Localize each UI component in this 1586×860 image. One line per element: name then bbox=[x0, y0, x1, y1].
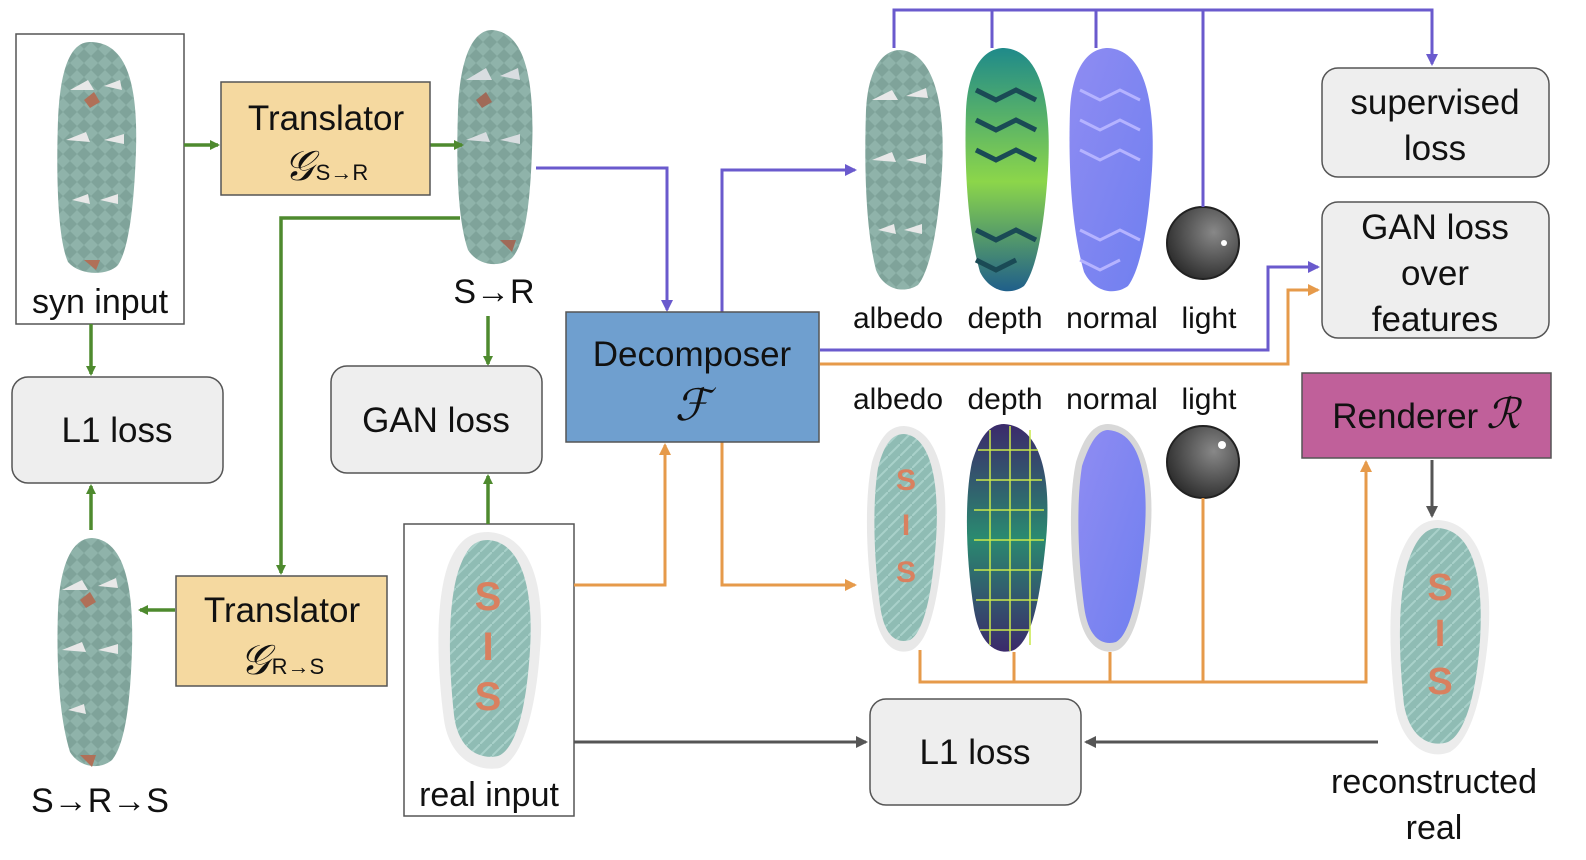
svg-text:S: S bbox=[475, 575, 502, 619]
translator-sr-box: Translator 𝒢S→R bbox=[220, 81, 431, 196]
top-light-label: light bbox=[1181, 302, 1237, 335]
gan-features-line2: over bbox=[1401, 254, 1469, 293]
bottom-normal-label: normal bbox=[1066, 383, 1158, 416]
syn-input-shoe bbox=[57, 42, 137, 273]
l1-loss-left-box: L1 loss bbox=[11, 376, 224, 484]
arrow-sr-to-translator-rs bbox=[276, 216, 460, 575]
arrow-sr-to-decomposer bbox=[536, 166, 673, 312]
reconstructed-label-line2: real bbox=[1406, 809, 1463, 847]
gan-loss-box: GAN loss bbox=[330, 365, 543, 474]
light-bottom-ball bbox=[1166, 425, 1240, 499]
svg-text:S: S bbox=[1427, 661, 1452, 703]
s-to-r-to-s-shoe bbox=[57, 538, 133, 767]
line-bottom-components-bus bbox=[918, 460, 1372, 684]
svg-text:S: S bbox=[896, 556, 916, 589]
reconstructed-real-shoe: S I S bbox=[1390, 520, 1490, 755]
real-input-label: real input bbox=[419, 776, 559, 814]
decomposer-title: Decomposer bbox=[593, 335, 792, 374]
s-to-r-label: S→R bbox=[453, 273, 534, 311]
svg-text:S: S bbox=[1427, 567, 1452, 609]
real-input-shoe: S I S bbox=[438, 532, 542, 769]
syn-input-label: syn input bbox=[32, 283, 169, 321]
depth-bottom-image bbox=[966, 424, 1048, 652]
normal-bottom-image bbox=[1070, 424, 1152, 652]
l1-loss-left-label: L1 loss bbox=[62, 411, 173, 450]
s-to-r-to-s-label: S→R→S bbox=[31, 782, 169, 820]
supervised-loss-box: supervised loss bbox=[1321, 67, 1550, 178]
green-arrows bbox=[86, 140, 493, 615]
normal-top-image bbox=[1069, 48, 1153, 292]
gan-loss-features-box: GAN loss over features bbox=[1321, 201, 1550, 339]
translator-rs-title: Translator bbox=[204, 591, 361, 630]
gan-features-line1: GAN loss bbox=[1361, 208, 1509, 247]
gan-loss-label: GAN loss bbox=[362, 401, 510, 440]
top-normal-label: normal bbox=[1066, 302, 1158, 335]
renderer-label: Renderer ℛ bbox=[1332, 389, 1522, 438]
l1-loss-bottom-box: L1 loss bbox=[869, 698, 1082, 806]
gray-arrows bbox=[574, 460, 1438, 748]
arrow-decomposer-to-gan-features bbox=[820, 261, 1320, 352]
bottom-depth-label: depth bbox=[967, 383, 1042, 416]
arrow-real-to-decomposer bbox=[574, 443, 671, 587]
supervised-loss-line1: supervised bbox=[1350, 83, 1519, 122]
reconstructed-label-line1: reconstructed bbox=[1331, 763, 1537, 801]
translator-sr-title: Translator bbox=[248, 99, 405, 138]
albedo-bottom-image: S I S bbox=[866, 426, 946, 652]
arrow-decomposer-to-top-components bbox=[720, 164, 857, 312]
supervised-loss-line2: loss bbox=[1404, 129, 1466, 168]
orange-arrows bbox=[574, 284, 1372, 684]
translator-rs-box: Translator 𝒢R→S bbox=[175, 575, 388, 687]
bottom-light-label: light bbox=[1181, 383, 1237, 416]
s-to-r-shoe bbox=[457, 30, 533, 265]
svg-text:I: I bbox=[1435, 613, 1446, 655]
top-depth-label: depth bbox=[967, 302, 1042, 335]
top-albedo-label: albedo bbox=[853, 302, 943, 335]
svg-text:I: I bbox=[902, 509, 910, 542]
svg-text:S: S bbox=[896, 464, 916, 497]
arrow-decomposer-to-bottom-components bbox=[720, 442, 857, 591]
gan-features-line3: features bbox=[1372, 300, 1498, 339]
light-top-ball bbox=[1166, 206, 1240, 280]
line-supervision-bus bbox=[892, 8, 1438, 66]
svg-text:S: S bbox=[475, 675, 502, 719]
svg-text:I: I bbox=[482, 625, 493, 669]
purple-arrows bbox=[536, 8, 1438, 352]
bottom-albedo-label: albedo bbox=[853, 383, 943, 416]
renderer-box: Renderer ℛ bbox=[1301, 372, 1552, 459]
l1-loss-bottom-label: L1 loss bbox=[920, 733, 1031, 772]
albedo-top-image bbox=[865, 50, 943, 290]
decomposer-box: Decomposer ℱ bbox=[565, 311, 820, 443]
arrow-decomposer-to-gan-features-real bbox=[820, 284, 1320, 366]
depth-top-image bbox=[965, 48, 1049, 292]
